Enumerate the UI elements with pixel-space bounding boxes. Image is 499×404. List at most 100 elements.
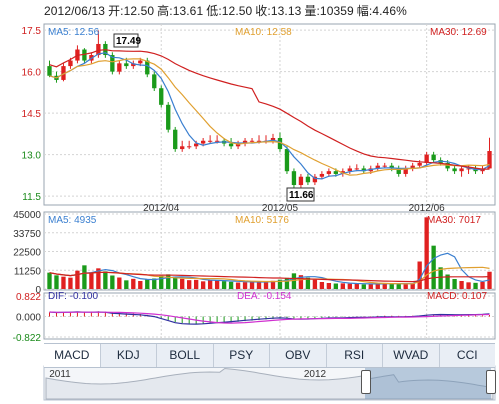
volume-bar <box>82 265 87 289</box>
volume-bar <box>103 271 108 289</box>
volume-bar <box>410 283 415 289</box>
high-callout: 17.49 <box>113 33 141 48</box>
volume-bar <box>319 282 325 289</box>
macd-dif-label: DIF: -0.100 <box>48 291 98 302</box>
volume-bar <box>277 279 283 289</box>
volume-bar <box>117 277 122 289</box>
candle-body <box>326 171 332 174</box>
candle-body <box>152 74 157 89</box>
volume-bar <box>242 282 248 289</box>
volume-bar <box>326 283 332 289</box>
volume-bar <box>47 272 52 289</box>
volume-bar <box>68 277 73 289</box>
quote-volume: 10359 <box>319 4 354 18</box>
quote-change: 4.46% <box>372 4 407 18</box>
navigator-window <box>365 367 491 399</box>
volume-bar <box>256 281 262 289</box>
quote-low-label: 低: <box>206 4 222 18</box>
candle-body <box>249 140 255 142</box>
macd-y-tick: -0.822 <box>13 333 42 344</box>
volume-bar <box>214 280 220 289</box>
price-x-tick: 2012/06 <box>409 203 446 214</box>
tab-boll[interactable]: BOLL <box>157 344 214 367</box>
volume-bar <box>173 276 178 289</box>
volume-bar <box>228 281 234 289</box>
candle-body <box>410 165 415 169</box>
tab-rsi[interactable]: RSI <box>327 344 383 367</box>
candle-body <box>284 149 290 172</box>
candle-body <box>312 176 318 183</box>
candle-body <box>459 168 464 172</box>
tab-wvad[interactable]: WVAD <box>383 344 440 367</box>
volume-bar <box>166 274 171 289</box>
volume-bar <box>200 281 206 289</box>
volume-bar <box>347 283 352 289</box>
price-x-tick: 2012/04 <box>143 203 180 214</box>
volume-y-tick: 45000 <box>13 210 41 221</box>
candle-body <box>291 171 297 186</box>
candle-body <box>354 168 359 170</box>
candle-body <box>235 143 241 147</box>
price-y-tick: 11.5 <box>22 192 41 203</box>
tab-kdj[interactable]: KDJ <box>101 344 157 367</box>
volume-bar <box>389 283 394 289</box>
candle-body <box>389 165 394 169</box>
volume-bar <box>333 283 339 289</box>
price-ma30-line <box>49 49 490 170</box>
candle-body <box>187 146 192 148</box>
candle-body <box>277 138 283 150</box>
tab-psy[interactable]: PSY <box>214 344 270 367</box>
price-ma10-label: MA10: 12.58 <box>235 27 292 38</box>
candle-body <box>193 143 199 147</box>
tab-macd[interactable]: MACD <box>44 344 101 367</box>
candle-body <box>166 104 171 130</box>
price-panel-frame <box>43 23 496 206</box>
macd-dif-line <box>49 311 490 325</box>
volume-bars <box>47 217 492 289</box>
volume-ma10-label: MA10: 5176 <box>235 215 289 226</box>
high-callout-text: 17.49 <box>116 36 141 47</box>
volume-bar <box>382 283 387 289</box>
volume-y-tick: 11250 <box>14 266 42 277</box>
volume-bar <box>368 284 373 289</box>
candle-body <box>333 171 339 174</box>
volume-bar <box>207 280 213 289</box>
volume-bar <box>431 245 436 289</box>
tab-obv[interactable]: OBV <box>270 344 327 367</box>
navigator-right-handle[interactable] <box>486 370 496 394</box>
candle-body <box>298 176 304 186</box>
candle-body <box>96 43 101 56</box>
candle-body <box>200 140 206 144</box>
volume-bar <box>396 284 401 289</box>
candle-body <box>124 63 129 67</box>
volume-bar <box>138 281 143 289</box>
volume-bar <box>180 278 185 289</box>
volume-bar <box>305 277 311 289</box>
volume-bar <box>452 279 457 289</box>
candle-body <box>110 55 115 72</box>
volume-bar <box>124 280 129 289</box>
volume-bar <box>75 270 80 289</box>
candle-body <box>228 143 234 147</box>
axis-labels: 17.5 16.0 14.5 13.0 11.5 2012/04 2012/05 2012/0… <box>13 26 446 344</box>
volume-bar <box>187 280 192 289</box>
price-ma30-label: MA30: 12.69 <box>430 27 487 38</box>
volume-ma30-label: MA30: 7017 <box>427 215 481 226</box>
navigator-left-handle[interactable] <box>361 370 371 394</box>
quote-high-label: 高: <box>157 4 173 18</box>
macd-value-label: MACD: 0.107 <box>427 291 487 302</box>
candle-body <box>131 63 136 67</box>
volume-bar <box>152 278 157 289</box>
tab-cci[interactable]: CCI <box>456 348 478 362</box>
candle-body <box>82 49 87 61</box>
volume-bar <box>312 279 318 289</box>
volume-bar <box>459 281 464 289</box>
quote-close: 13.13 <box>270 4 302 18</box>
volume-bar <box>263 281 269 289</box>
candle-body <box>305 176 311 183</box>
volume-bar <box>110 275 115 289</box>
macd-y-tick: 0.822 <box>16 292 41 303</box>
price-ma5-label: MA5: 12.56 <box>48 27 100 38</box>
navigator-x-tick: 2012 <box>304 369 327 380</box>
